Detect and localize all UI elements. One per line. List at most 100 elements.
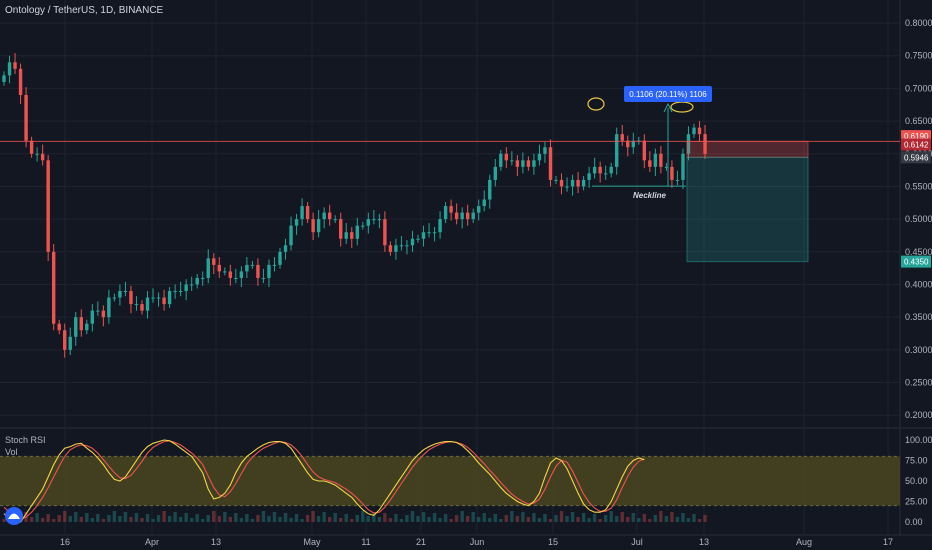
measure-label-bg (624, 86, 712, 102)
volume-bar (670, 512, 674, 522)
volume-bar (245, 514, 249, 522)
candle-body (195, 277, 199, 285)
volume-bar (79, 517, 83, 522)
candle-body (311, 219, 315, 233)
volume-bar (537, 518, 542, 522)
candle-body (344, 232, 348, 239)
candle-body (35, 153, 39, 155)
volume-bar (151, 519, 155, 522)
volume-bar (416, 516, 420, 522)
volume-bar (554, 515, 558, 522)
volume-bar (350, 519, 354, 522)
volume-bar (615, 516, 619, 522)
candle-body (339, 219, 343, 239)
candle-body (355, 225, 359, 239)
candle-body (405, 245, 409, 247)
candle-body (18, 68, 23, 95)
candle-body (421, 232, 426, 239)
candle-body (68, 336, 72, 350)
candle-body (223, 271, 227, 273)
candle-body (642, 140, 647, 161)
price-tag-bottom-bg (901, 151, 931, 164)
top-2-circle (670, 101, 694, 113)
volume-bar (488, 518, 492, 522)
volume-bar (449, 519, 453, 522)
candle-body (399, 245, 404, 247)
stoch-tick-label: 0.00 (905, 517, 923, 527)
volume-bar (228, 517, 233, 522)
time-tick-label: Apr (145, 537, 159, 547)
volume-bar (206, 515, 210, 522)
volume-bar (565, 516, 569, 522)
volume-bar (438, 518, 442, 522)
volume-bar (653, 515, 658, 522)
candle-body (40, 153, 45, 161)
volume-bar (195, 514, 199, 522)
candle-body (488, 179, 492, 200)
volume-bar (526, 517, 531, 522)
price-tick-label: 0.2000 (905, 410, 932, 420)
candle-body (239, 271, 244, 278)
candle-body (465, 212, 470, 220)
candle-body (670, 166, 674, 180)
time-tick-label: 11 (361, 537, 370, 547)
candle-body (173, 291, 177, 293)
candle-body (278, 251, 282, 265)
candle-body (366, 219, 371, 226)
candle-body (305, 206, 310, 220)
candle-body (692, 127, 696, 135)
volume-bar (322, 512, 326, 522)
candle-body (598, 166, 602, 174)
candle-body (471, 212, 475, 220)
price-tick-label: 0.4500 (905, 247, 932, 257)
candle-body (283, 245, 288, 252)
measure-label-text: 0.1106 (20.11%) 1106 (629, 90, 707, 99)
volume-bar (697, 519, 702, 522)
volume-bar (212, 511, 216, 522)
stoch-tick-label: 100.00 (905, 435, 932, 445)
volume-bar (427, 517, 431, 522)
stoch-band (0, 456, 900, 506)
volume-bar (90, 518, 95, 522)
volume-bar (686, 518, 691, 522)
candle-body (217, 264, 221, 272)
volume-bar (261, 511, 266, 522)
volume-bar (465, 516, 470, 522)
volume-bar (339, 518, 343, 522)
volume-bar (548, 519, 553, 522)
candle-body (592, 166, 597, 174)
volume-bar (598, 519, 602, 522)
candle-body (112, 297, 117, 299)
candle-body (361, 225, 365, 227)
volume-bar (201, 519, 205, 522)
candle-body (626, 140, 630, 148)
volume-bar (543, 514, 547, 522)
candle-body (554, 179, 558, 181)
candle-body (134, 304, 139, 306)
time-tick-label: Aug (796, 537, 812, 547)
volume-bar (189, 518, 194, 522)
candle-body (703, 134, 707, 154)
time-tick-label: 16 (60, 537, 70, 547)
candle-body (416, 238, 420, 240)
price-tag-top: 0.6190 (904, 132, 929, 141)
volume-bar (272, 512, 277, 522)
price-tick-label: 0.3000 (905, 345, 932, 355)
candle-body (620, 134, 624, 141)
volume-bar (394, 514, 398, 522)
candle-body (477, 206, 481, 213)
candle-body (63, 330, 67, 350)
volume-bar (681, 513, 685, 522)
candle-body (13, 62, 17, 69)
candle-body (559, 179, 564, 187)
candle-body (631, 140, 635, 148)
volume-bar (559, 511, 564, 522)
volume-bar (631, 513, 635, 522)
candle-body (697, 127, 702, 135)
price-tick-label: 0.2500 (905, 378, 932, 388)
volume-bar (576, 517, 580, 522)
candle-body (653, 153, 658, 167)
time-tick-label: May (303, 537, 321, 547)
